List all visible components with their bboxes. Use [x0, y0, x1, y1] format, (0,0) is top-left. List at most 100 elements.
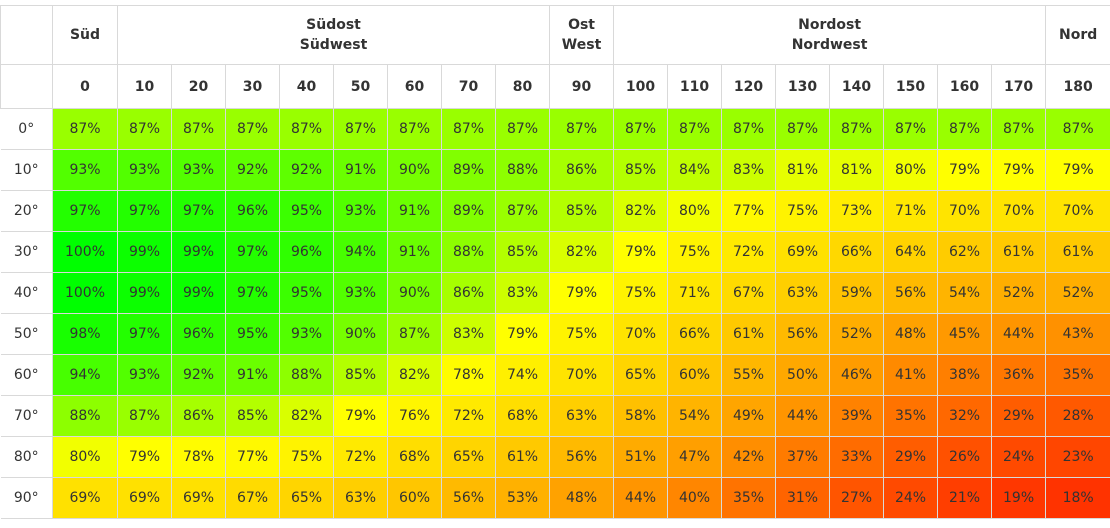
heatmap-cell: 72% — [441, 395, 496, 437]
heatmap-cell: 88% — [52, 395, 118, 437]
table-row: 0° 87% 87% 87% 87% 87% 87% 87% 87% 87% 87% 87% 87% 87… — [0, 108, 1110, 150]
heatmap-cell: 70% — [991, 190, 1047, 232]
heatmap-cell: 93% — [117, 149, 172, 191]
heatmap-cell: 56% — [441, 477, 496, 519]
heatmap-cell: 97% — [117, 313, 172, 355]
heatmap-cell: 93% — [279, 313, 334, 355]
solar-yield-table: Süd Südost Südwest Ost West Nordost Nordwest No… — [0, 5, 1110, 519]
azimuth-tick-label: 0 — [52, 64, 118, 109]
heatmap-cell: 60% — [667, 354, 723, 396]
heatmap-cell: 95% — [279, 272, 334, 314]
tilt-tick-label: 20° — [0, 190, 53, 232]
heatmap-cell: 64% — [883, 231, 939, 273]
azimuth-tick-label: 150 — [883, 64, 939, 109]
header-corner — [0, 5, 53, 65]
tilt-tick-label: 30° — [0, 231, 53, 273]
azimuth-tick-label: 160 — [937, 64, 993, 109]
heatmap-cell: 90% — [387, 149, 442, 191]
heatmap-cell: 69% — [52, 477, 118, 519]
heatmap-cell: 35% — [1045, 354, 1110, 396]
direction-group-header: Ost West — [549, 5, 615, 65]
heatmap-cell: 87% — [117, 395, 172, 437]
tilt-tick-label: 70° — [0, 395, 53, 437]
heatmap-cell: 48% — [549, 477, 615, 519]
azimuth-tick-label: 110 — [667, 64, 723, 109]
tilt-tick-label: 90° — [0, 477, 53, 519]
heatmap-cell: 63% — [549, 395, 615, 437]
direction-group-header: Nord — [1045, 5, 1110, 65]
heatmap-cell: 26% — [937, 436, 993, 478]
heatmap-cell: 70% — [549, 354, 615, 396]
heatmap-cell: 87% — [937, 108, 993, 150]
direction-group-header: Süd — [52, 5, 118, 65]
heatmap-cell: 62% — [937, 231, 993, 273]
heatmap-cell: 96% — [171, 313, 226, 355]
heatmap-cell: 87% — [667, 108, 723, 150]
heatmap-cell: 38% — [937, 354, 993, 396]
direction-label: Nord — [1058, 27, 1098, 43]
heatmap-cell: 91% — [225, 354, 280, 396]
direction-group-header: Nordost Nordwest — [613, 5, 1047, 65]
heatmap-cell: 23% — [1045, 436, 1110, 478]
heatmap-cell: 69% — [117, 477, 172, 519]
azimuth-tick-label: 130 — [775, 64, 831, 109]
heatmap-cell: 99% — [171, 231, 226, 273]
heatmap-cell: 88% — [279, 354, 334, 396]
heatmap-cell: 75% — [279, 436, 334, 478]
heatmap-cell: 69% — [775, 231, 831, 273]
heatmap-cell: 66% — [829, 231, 885, 273]
heatmap-cell: 68% — [387, 436, 442, 478]
heatmap-cell: 32% — [937, 395, 993, 437]
heatmap-cell: 93% — [171, 149, 226, 191]
heatmap-cell: 79% — [549, 272, 615, 314]
heatmap-cell: 54% — [937, 272, 993, 314]
heatmap-cell: 71% — [667, 272, 723, 314]
heatmap-cell: 82% — [549, 231, 615, 273]
heatmap-cell: 87% — [117, 108, 172, 150]
azimuth-tick-label: 170 — [991, 64, 1047, 109]
heatmap-cell: 97% — [225, 231, 280, 273]
heatmap-cell: 24% — [991, 436, 1047, 478]
direction-label: Süd — [69, 27, 101, 43]
heatmap-cell: 51% — [613, 436, 669, 478]
heatmap-cell: 87% — [387, 108, 442, 150]
heatmap-cell: 96% — [225, 190, 280, 232]
heatmap-cell: 42% — [721, 436, 777, 478]
header-corner-lower — [0, 64, 53, 109]
heatmap-cell: 21% — [937, 477, 993, 519]
heatmap-cell: 35% — [883, 395, 939, 437]
heatmap-cell: 83% — [494, 272, 551, 314]
heatmap-cell: 59% — [829, 272, 885, 314]
heatmap-cell: 44% — [775, 395, 831, 437]
heatmap-cell: 93% — [333, 272, 388, 314]
heatmap-cell: 87% — [549, 108, 615, 150]
table-row: 90° 69% 69% 69% 67% 65% 63% 60% 56% 53% 48% 44% 40% 3… — [0, 477, 1110, 519]
tilt-tick-label: 0° — [0, 108, 53, 150]
heatmap-cell: 63% — [333, 477, 388, 519]
heatmap-cell: 66% — [667, 313, 723, 355]
heatmap-cell: 73% — [829, 190, 885, 232]
heatmap-cell: 72% — [333, 436, 388, 478]
azimuth-tick-label: 180 — [1045, 64, 1110, 109]
heatmap-cell: 82% — [387, 354, 442, 396]
heatmap-cell: 75% — [775, 190, 831, 232]
heatmap-cell: 95% — [279, 190, 334, 232]
tilt-tick-label: 60° — [0, 354, 53, 396]
heatmap-cell: 78% — [171, 436, 226, 478]
tilt-tick-label: 50° — [0, 313, 53, 355]
heatmap-cell: 72% — [721, 231, 777, 273]
table-row: 60° 94% 93% 92% 91% 88% 85% 82% 78% 74% 70% 65% 60% 5… — [0, 354, 1110, 396]
heatmap-cell: 52% — [991, 272, 1047, 314]
heatmap-cell: 68% — [494, 395, 551, 437]
heatmap-cell: 77% — [721, 190, 777, 232]
table-row: 50° 98% 97% 96% 95% 93% 90% 87% 83% 79% 75% 70% 66% 6… — [0, 313, 1110, 355]
heatmap-cell: 54% — [667, 395, 723, 437]
heatmap-cell: 80% — [883, 149, 939, 191]
heatmap-cell: 65% — [613, 354, 669, 396]
heatmap-cell: 87% — [279, 108, 334, 150]
table-row: 30° 100% 99% 99% 97% 96% 94% 91% 88% 85% 82% 79% 75%… — [0, 231, 1110, 273]
heatmap-cell: 70% — [1045, 190, 1110, 232]
azimuth-tick-label: 70 — [441, 64, 496, 109]
direction-header-row: Süd Südost Südwest Ost West Nordost Nordwest No… — [0, 5, 1110, 65]
